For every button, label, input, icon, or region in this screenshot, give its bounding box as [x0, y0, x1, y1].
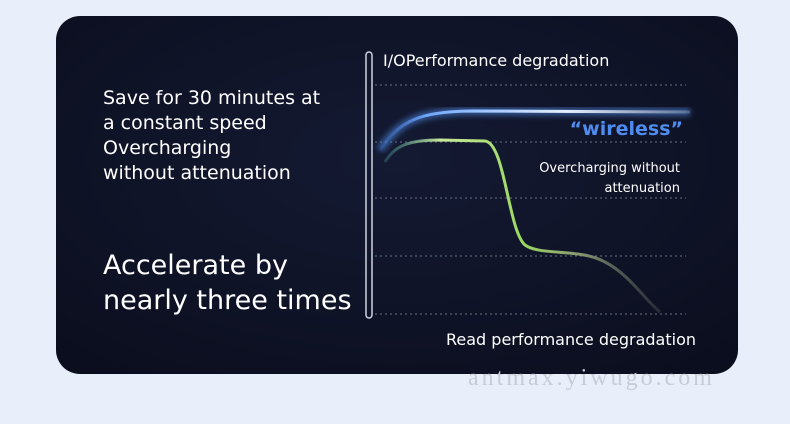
watermark: antmax.yiwugo.com [468, 365, 715, 391]
overcharge-label: attenuation [604, 181, 680, 196]
intro-line: a constant speed [103, 112, 267, 134]
wireless-curve [378, 109, 691, 151]
headline-line: nearly three times [103, 285, 352, 316]
intro-line: Overcharging [103, 137, 231, 159]
overcharge-label: Overcharging without [539, 161, 680, 176]
intro-line: without attenuation [103, 162, 291, 184]
headline-line: Accelerate by [103, 250, 288, 281]
axis-bar [365, 51, 373, 319]
bottom-label: Read performance degradation [446, 330, 696, 349]
grid [375, 84, 686, 315]
overcharge-curve [383, 138, 661, 314]
intro-line: Save for 30 minutes at [103, 87, 320, 109]
card [56, 16, 738, 374]
wireless-label: “wireless” [570, 118, 683, 140]
intro: Save for 30 minutes at a constant speed … [103, 87, 320, 184]
top-label: I/OPerformance degradation [383, 51, 609, 70]
